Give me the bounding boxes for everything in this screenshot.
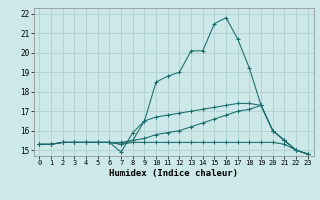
X-axis label: Humidex (Indice chaleur): Humidex (Indice chaleur) — [109, 169, 238, 178]
